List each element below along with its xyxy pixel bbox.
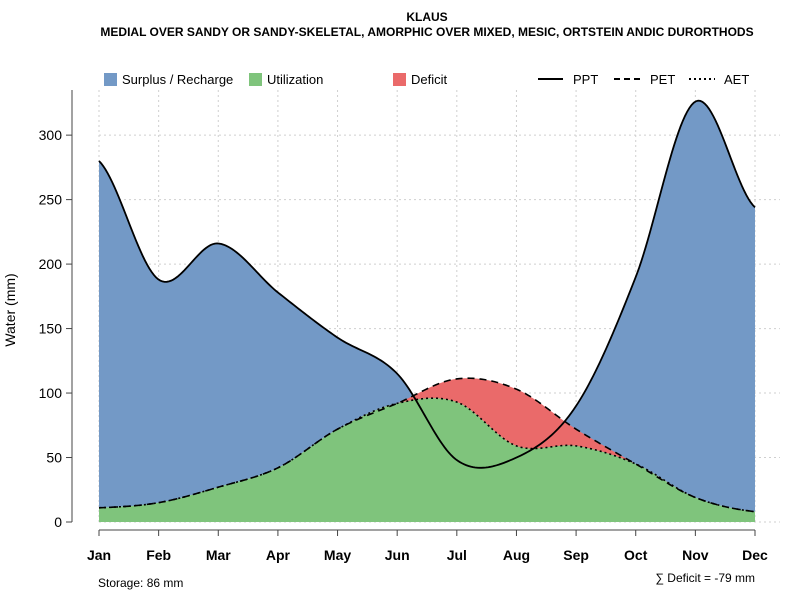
chart-title: KLAUS bbox=[406, 10, 447, 24]
x-tick-label-10: Nov bbox=[682, 547, 709, 563]
legend-label-deficit: Deficit bbox=[411, 72, 448, 87]
area-utilization bbox=[99, 398, 755, 522]
legend-label-ppt: PPT bbox=[573, 72, 598, 87]
x-tick-label-4: May bbox=[324, 547, 351, 563]
x-tick-label-3: Apr bbox=[266, 547, 291, 563]
legend-label-surplus: Surplus / Recharge bbox=[122, 72, 233, 87]
y-tick-label-0: 0 bbox=[54, 514, 62, 530]
x-tick-label-9: Oct bbox=[624, 547, 648, 563]
legend-swatch-surplus bbox=[104, 73, 117, 86]
area-fills bbox=[99, 100, 755, 522]
series-line-aet bbox=[98, 397, 756, 513]
x-tick-label-6: Jul bbox=[447, 547, 467, 563]
legend-swatch-utilization bbox=[249, 73, 262, 86]
x-tick-label-2: Mar bbox=[206, 547, 231, 563]
y-tick-label-5: 250 bbox=[39, 192, 63, 208]
series-line-ppt bbox=[98, 99, 756, 469]
x-tick-label-11: Dec bbox=[742, 547, 768, 563]
x-tick-label-1: Feb bbox=[146, 547, 171, 563]
chart-subtitle: MEDIAL OVER SANDY OR SANDY-SKELETAL, AMO… bbox=[100, 25, 753, 39]
axes: 0 50 100 150 200 250 300 Jan Feb Mar Apr May Jun Jul A… bbox=[39, 90, 768, 563]
x-tick-label-0: Jan bbox=[87, 547, 111, 563]
y-tick-label-1: 50 bbox=[46, 450, 62, 466]
deficit-note: ∑ Deficit = -79 mm bbox=[655, 571, 755, 585]
y-tick-label-6: 300 bbox=[39, 127, 63, 143]
y-tick-label-2: 100 bbox=[39, 385, 63, 401]
y-tick-label-3: 150 bbox=[39, 321, 63, 337]
legend-label-aet: AET bbox=[724, 72, 749, 87]
y-tick-label-4: 200 bbox=[39, 256, 63, 272]
area-surplus bbox=[99, 100, 755, 512]
legend: Surplus / Recharge Utilization Deficit P… bbox=[104, 72, 749, 87]
x-tick-label-8: Sep bbox=[563, 547, 589, 563]
legend-label-pet: PET bbox=[650, 72, 675, 87]
legend-swatch-deficit bbox=[393, 73, 406, 86]
x-tick-label-5: Jun bbox=[385, 547, 410, 563]
legend-label-utilization: Utilization bbox=[267, 72, 323, 87]
storage-note: Storage: 86 mm bbox=[98, 576, 183, 590]
y-axis-label: Water (mm) bbox=[2, 273, 18, 346]
x-tick-label-7: Aug bbox=[503, 547, 530, 563]
series-lines bbox=[98, 99, 756, 513]
